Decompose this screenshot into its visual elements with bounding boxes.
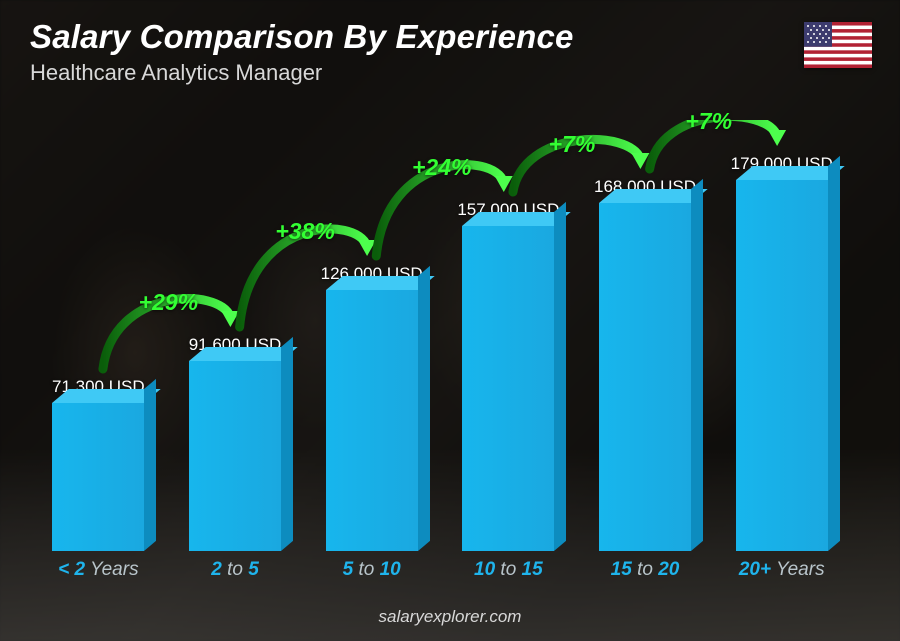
footer-source: salaryexplorer.com	[0, 607, 900, 627]
x-axis-label: 15 to 20	[577, 559, 714, 581]
bar	[599, 203, 691, 551]
bars-container: 71,300 USD91,600 USD126,000 USD157,000 U…	[30, 120, 850, 551]
bar	[736, 180, 828, 551]
bar-column: 157,000 USD	[440, 120, 577, 551]
content-layer: Salary Comparison By Experience Healthca…	[0, 0, 900, 641]
x-axis-labels: < 2 Years2 to 55 to 1010 to 1515 to 2020…	[30, 559, 850, 581]
growth-percent-label: +7%	[549, 131, 596, 158]
bar-chart: 71,300 USD91,600 USD126,000 USD157,000 U…	[30, 120, 850, 581]
x-axis-label: 5 to 10	[303, 559, 440, 581]
bar	[326, 290, 418, 551]
bar	[189, 361, 281, 551]
bar-column: 168,000 USD	[577, 120, 714, 551]
x-axis-label: 10 to 15	[440, 559, 577, 581]
chart-title: Salary Comparison By Experience	[30, 18, 574, 56]
chart-subtitle: Healthcare Analytics Manager	[30, 60, 322, 86]
x-axis-label: 20+ Years	[713, 559, 850, 581]
x-axis-label: 2 to 5	[167, 559, 304, 581]
growth-percent-label: +24%	[412, 154, 471, 181]
bar-column: 126,000 USD	[303, 120, 440, 551]
growth-percent-label: +29%	[139, 289, 198, 316]
growth-percent-label: +38%	[275, 218, 334, 245]
bar-column: 71,300 USD	[30, 120, 167, 551]
growth-percent-label: +7%	[685, 108, 732, 135]
bar-column: 179,000 USD	[713, 120, 850, 551]
bar-column: 91,600 USD	[167, 120, 304, 551]
x-axis-label: < 2 Years	[30, 559, 167, 581]
us-flag-icon	[804, 22, 872, 68]
bar	[52, 403, 144, 551]
bar	[462, 226, 554, 551]
